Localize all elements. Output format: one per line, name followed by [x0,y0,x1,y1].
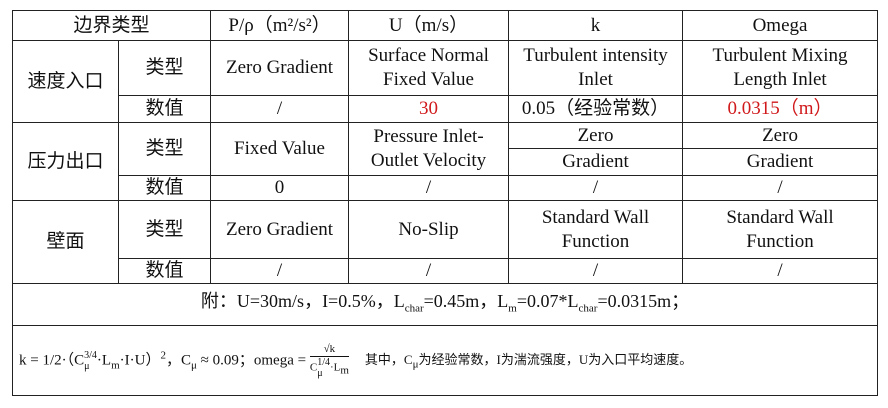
sub-sup: 1/4 μ [317,357,330,379]
formula-row: k = 1/2·（C 3/4 μ ·Lm·I·U）2，Cμ ≈ 0.09；omega … [11,325,879,396]
cell: / [508,258,684,284]
cell: No-Slip [348,200,510,259]
boundary-table: 边界类型 P/ρ（m²/s²） U（m/s） k Omega 速度入口 类型 Z… [11,10,879,396]
row-label: 数值 [117,258,212,284]
group-name: 壁面 [12,200,119,284]
cell: Pressure Inlet- Outlet Velocity [348,122,510,176]
row-label: 数值 [117,95,212,123]
sub: μ [84,360,90,372]
note: 附：U=30m/s，I=0.5%，Lchar=0.45m，Lm=0.07*Lch… [11,283,879,326]
cell: Gradient [682,148,879,176]
sub: μ [412,358,419,371]
row-label: 类型 [117,40,212,96]
cell: / [210,95,350,123]
sub-sup: 3/4 μ [84,350,97,372]
cell: Gradient [508,148,684,176]
group-name: 速度入口 [12,40,119,123]
group-name: 压力出口 [12,122,119,201]
row: 壁面 类型 Zero Gradient No-Slip Standard Wal… [12,200,879,284]
row-label: 数值 [117,175,212,201]
cell: / [682,175,879,201]
cell: 0 [210,175,350,201]
formula-text: ·L [329,361,341,374]
cell: Turbulent intensity Inlet [508,40,684,96]
note-row: 附：U=30m/s，I=0.5%，Lchar=0.45m，Lm=0.07*Lch… [11,283,879,326]
fraction: √k C 1/4 μ ·Lm [309,343,349,379]
numerator: √k [309,343,349,357]
note-text: =0.07*L [516,290,579,311]
sub: μ [317,367,323,379]
cell: Standard Wall Function [508,200,684,259]
cell: 30 [348,95,510,123]
formula-text: ，C [165,351,191,368]
denominator: C 1/4 μ ·Lm [310,357,349,379]
row: 数值 / 30 0.05（经验常数） 0.0315（m） [13,95,879,123]
note-text: =0.0315m； [597,290,690,311]
header-cell: Omega [682,10,879,41]
formula-text: ·L [96,351,112,368]
formula-text: k = 1/2·（C [19,351,85,368]
cell: Zero Gradient [210,40,350,96]
explanation: 其中，Cμ为经验常数，I为湍流强度，U为入口平均速度。 [364,351,693,371]
sup: 3/4 [84,349,97,361]
sup: 2 [160,348,166,361]
cell: / [210,258,350,284]
note-text: =0.45m，L [423,290,509,311]
header-cell: P/ρ（m²/s²） [210,10,350,41]
note-sub: char [404,302,424,315]
formula-text: 为经验常数，I为湍流强度，U为入口平均速度。 [418,351,693,367]
header-cell: k [508,10,684,41]
note-sub: m [508,302,517,315]
formula: k = 1/2·（C 3/4 μ ·Lm·I·U）2，Cμ ≈ 0.09；omega … [11,325,879,396]
row-label: 类型 [117,122,212,176]
sub: m [340,364,349,377]
row: 压力出口 类型 Fixed Value Pressure Inlet- Outl… [12,122,879,201]
cell: / [348,175,510,201]
row-label: 类型 [117,200,212,259]
cell: Zero [508,122,684,149]
cell: Zero Gradient [210,200,350,259]
formula-text: ≈ 0.09；omega = [196,351,310,368]
row: 速度入口 类型 Zero Gradient Surface Normal Fix… [12,40,879,123]
cell: Surface Normal Fixed Value [348,40,510,96]
cell: 0.05（经验常数） [508,95,684,123]
cell: / [508,175,684,201]
sup: 1/4 [317,356,330,368]
row: 数值 / / / / [13,258,879,284]
cell: 0.0315（m） [682,95,879,123]
header-cell: 边界类型 [11,10,212,41]
cell: / [348,258,510,284]
cell: Zero [682,122,879,149]
row: Gradient Gradient [13,148,879,176]
cell: Turbulent Mixing Length Inlet [682,40,879,96]
cell: Fixed Value [210,122,350,176]
sub: μ [191,358,197,371]
cell: Standard Wall Function [682,200,879,259]
note-text: 附：U=30m/s，I=0.5%，L [200,290,405,311]
formula-text: ·I·U） [119,351,161,368]
formula-text: 其中，C [364,351,413,367]
header-cell: U（m/s） [348,10,510,41]
row: 数值 0 / / / [13,175,879,201]
header-row: 边界类型 P/ρ（m²/s²） U（m/s） k Omega [11,10,879,41]
cell: / [682,258,879,284]
sub: m [111,358,120,371]
formula-text: C [309,361,318,374]
note-sub: char [578,302,598,315]
